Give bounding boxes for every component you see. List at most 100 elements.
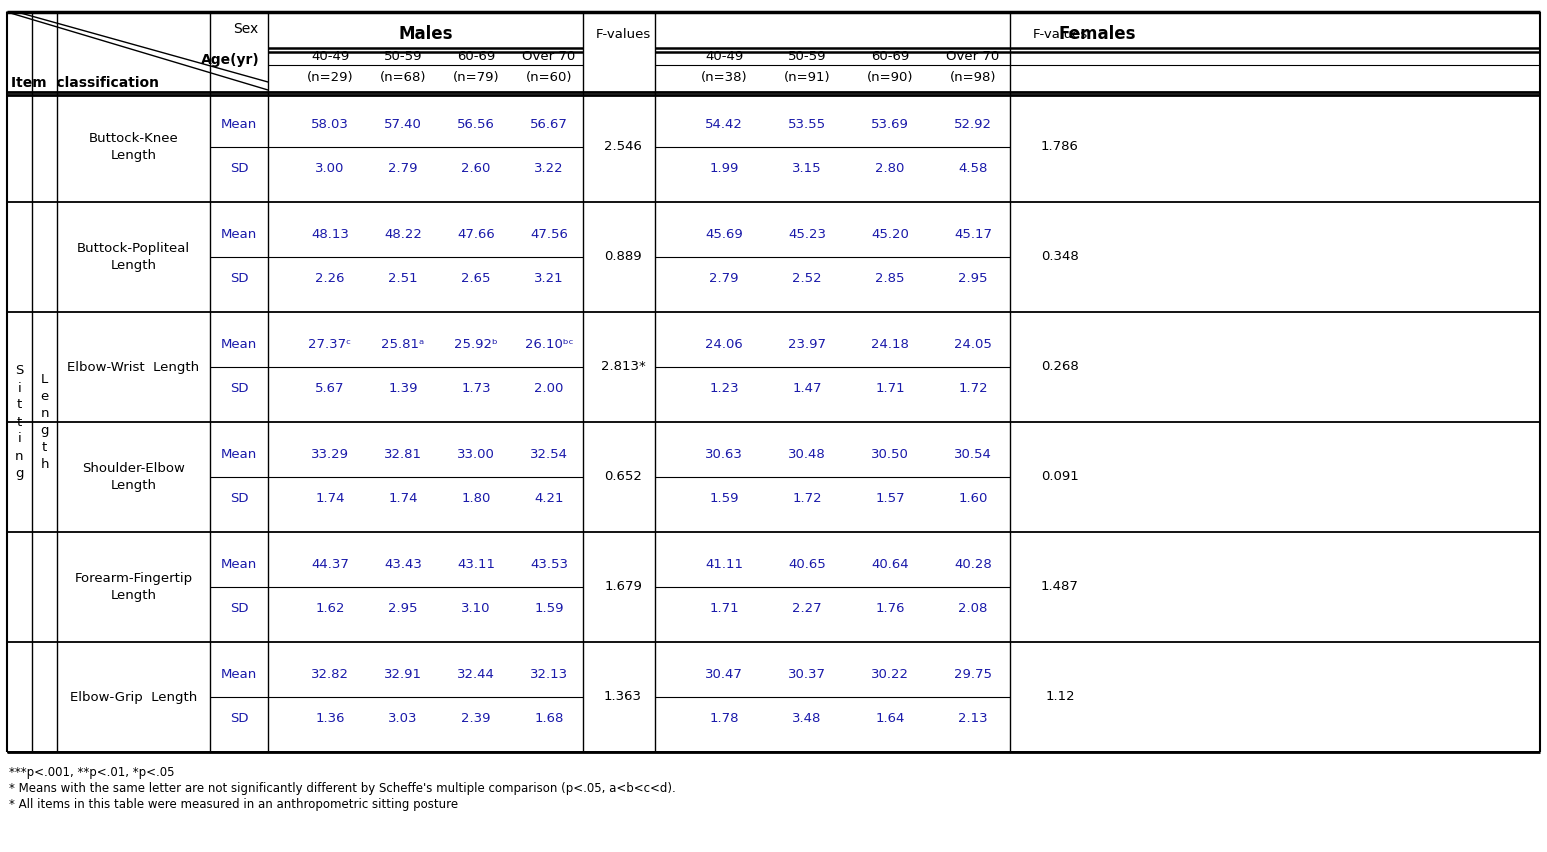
Text: 60-69: 60-69 xyxy=(456,49,495,62)
Text: 56.56: 56.56 xyxy=(456,118,495,131)
Text: 43.11: 43.11 xyxy=(456,559,495,572)
Text: 48.13: 48.13 xyxy=(311,228,350,241)
Text: 57.40: 57.40 xyxy=(384,118,422,131)
Text: SD: SD xyxy=(231,602,248,615)
Text: 1.12: 1.12 xyxy=(1046,690,1075,704)
Text: 32.82: 32.82 xyxy=(311,669,350,682)
Text: 3.00: 3.00 xyxy=(316,163,345,176)
Text: 53.55: 53.55 xyxy=(787,118,826,131)
Text: 32.54: 32.54 xyxy=(531,448,568,462)
Text: Mean: Mean xyxy=(221,669,257,682)
Text: 2.26: 2.26 xyxy=(316,273,345,285)
Text: 1.59: 1.59 xyxy=(709,492,739,505)
Text: 1.99: 1.99 xyxy=(710,163,738,176)
Text: 47.56: 47.56 xyxy=(531,228,568,241)
Text: 40.64: 40.64 xyxy=(871,559,908,572)
Text: 0.268: 0.268 xyxy=(1041,360,1078,373)
Text: 3.03: 3.03 xyxy=(388,712,418,726)
Text: 3.22: 3.22 xyxy=(534,163,563,176)
Text: 53.69: 53.69 xyxy=(871,118,910,131)
Text: Shoulder-Elbow
Length: Shoulder-Elbow Length xyxy=(82,462,186,492)
Text: 0.348: 0.348 xyxy=(1041,250,1078,263)
Text: 56.67: 56.67 xyxy=(531,118,568,131)
Text: 58.03: 58.03 xyxy=(311,118,350,131)
Text: 41.11: 41.11 xyxy=(705,559,743,572)
Text: 1.363: 1.363 xyxy=(603,690,642,704)
Text: 47.66: 47.66 xyxy=(456,228,495,241)
Text: 30.48: 30.48 xyxy=(787,448,826,462)
Text: Mean: Mean xyxy=(221,338,257,352)
Text: 2.00: 2.00 xyxy=(534,383,563,395)
Text: 1.64: 1.64 xyxy=(876,712,905,726)
Text: 1.62: 1.62 xyxy=(316,602,345,615)
Text: 1.23: 1.23 xyxy=(709,383,739,395)
Text: 40-49: 40-49 xyxy=(705,49,743,62)
Text: 32.44: 32.44 xyxy=(456,669,495,682)
Text: 1.74: 1.74 xyxy=(388,492,418,505)
Text: S
i
t
t
i
n
g: S i t t i n g xyxy=(15,365,23,480)
Text: 29.75: 29.75 xyxy=(954,669,992,682)
Text: (n=79): (n=79) xyxy=(453,72,500,84)
Text: 44.37: 44.37 xyxy=(311,559,350,572)
Text: 30.63: 30.63 xyxy=(705,448,743,462)
Text: 2.95: 2.95 xyxy=(388,602,418,615)
Text: Sex: Sex xyxy=(232,22,258,36)
Text: 2.95: 2.95 xyxy=(958,273,987,285)
Text: 3.48: 3.48 xyxy=(792,712,821,726)
Text: 1.39: 1.39 xyxy=(388,383,418,395)
Text: 1.57: 1.57 xyxy=(876,492,905,505)
Text: Mean: Mean xyxy=(221,228,257,241)
Text: 50-59: 50-59 xyxy=(787,49,826,62)
Text: 2.51: 2.51 xyxy=(388,273,418,285)
Text: 1.72: 1.72 xyxy=(958,383,989,395)
Text: 2.79: 2.79 xyxy=(709,273,739,285)
Text: 50-59: 50-59 xyxy=(384,49,422,62)
Text: * Means with the same letter are not significantly different by Scheffe's multip: * Means with the same letter are not sig… xyxy=(9,782,676,795)
Text: Mean: Mean xyxy=(221,559,257,572)
Text: 1.36: 1.36 xyxy=(316,712,345,726)
Text: 0.889: 0.889 xyxy=(605,250,642,263)
Text: * All items in this table were measured in an anthropometric sitting posture: * All items in this table were measured … xyxy=(9,798,458,811)
Text: 25.81ᵃ: 25.81ᵃ xyxy=(382,338,424,352)
Text: Buttock-Knee
Length: Buttock-Knee Length xyxy=(88,132,178,162)
Text: 4.58: 4.58 xyxy=(958,163,987,176)
Text: 25.92ᵇ: 25.92ᵇ xyxy=(455,338,498,352)
Text: 26.10ᵇᶜ: 26.10ᵇᶜ xyxy=(524,338,574,352)
Text: 54.42: 54.42 xyxy=(705,118,743,131)
Text: (n=38): (n=38) xyxy=(701,72,747,84)
Text: SD: SD xyxy=(231,273,248,285)
Text: 33.29: 33.29 xyxy=(311,448,350,462)
Text: 30.47: 30.47 xyxy=(705,669,743,682)
Text: 3.10: 3.10 xyxy=(461,602,490,615)
Text: 2.60: 2.60 xyxy=(461,163,490,176)
Text: 52.92: 52.92 xyxy=(954,118,992,131)
Text: 1.68: 1.68 xyxy=(534,712,563,726)
Text: 48.22: 48.22 xyxy=(384,228,422,241)
Text: Females: Females xyxy=(1058,25,1135,43)
Text: 1.71: 1.71 xyxy=(709,602,739,615)
Text: 2.27: 2.27 xyxy=(792,602,821,615)
Text: 2.813*: 2.813* xyxy=(600,360,645,373)
Text: 2.52: 2.52 xyxy=(792,273,821,285)
Text: Over 70: Over 70 xyxy=(523,49,575,62)
Text: 45.20: 45.20 xyxy=(871,228,910,241)
Text: 0.652: 0.652 xyxy=(603,470,642,483)
Text: 0.091: 0.091 xyxy=(1041,470,1078,483)
Text: 2.39: 2.39 xyxy=(461,712,490,726)
Text: 3.15: 3.15 xyxy=(792,163,821,176)
Text: 23.97: 23.97 xyxy=(787,338,826,352)
Text: 32.81: 32.81 xyxy=(384,448,422,462)
Text: 27.37ᶜ: 27.37ᶜ xyxy=(308,338,351,352)
Text: Elbow-Grip  Length: Elbow-Grip Length xyxy=(70,690,196,704)
Text: 24.05: 24.05 xyxy=(954,338,992,352)
Text: 45.17: 45.17 xyxy=(954,228,992,241)
Text: 1.76: 1.76 xyxy=(876,602,905,615)
Text: 2.08: 2.08 xyxy=(958,602,987,615)
Text: 40.65: 40.65 xyxy=(787,559,826,572)
Text: 1.786: 1.786 xyxy=(1041,141,1078,153)
Text: (n=60): (n=60) xyxy=(526,72,572,84)
Text: Over 70: Over 70 xyxy=(947,49,999,62)
Text: Mean: Mean xyxy=(221,448,257,462)
Text: 30.22: 30.22 xyxy=(871,669,910,682)
Text: 30.54: 30.54 xyxy=(954,448,992,462)
